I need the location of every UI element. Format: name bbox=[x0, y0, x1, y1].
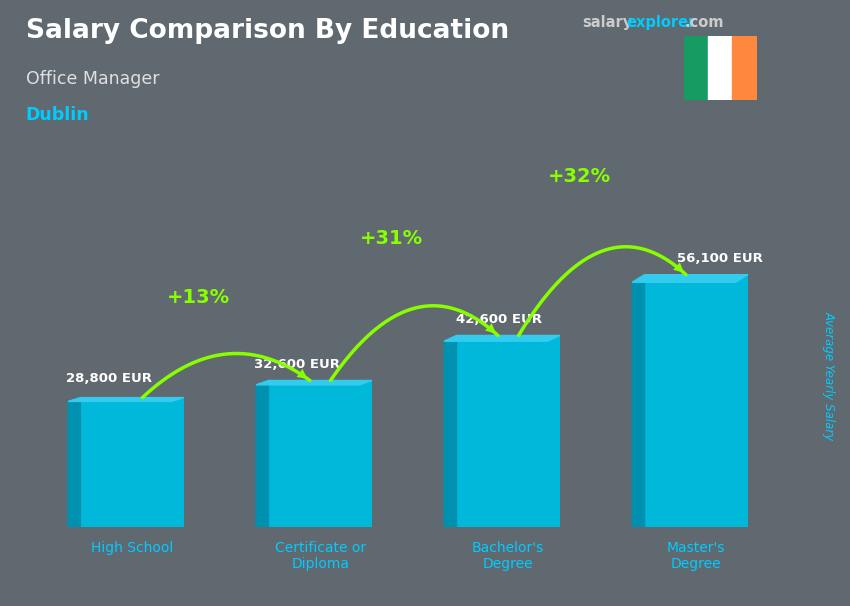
Polygon shape bbox=[444, 336, 456, 527]
Bar bbox=[708, 36, 733, 100]
Polygon shape bbox=[68, 398, 184, 401]
Text: 28,800 EUR: 28,800 EUR bbox=[66, 372, 152, 385]
Text: 32,600 EUR: 32,600 EUR bbox=[254, 358, 340, 371]
Text: +32%: +32% bbox=[548, 167, 611, 186]
Polygon shape bbox=[256, 381, 269, 527]
Polygon shape bbox=[68, 398, 81, 527]
Text: +31%: +31% bbox=[360, 228, 423, 248]
FancyBboxPatch shape bbox=[269, 381, 372, 527]
Text: Salary Comparison By Education: Salary Comparison By Education bbox=[26, 18, 508, 44]
Text: 42,600 EUR: 42,600 EUR bbox=[456, 313, 541, 326]
Text: Office Manager: Office Manager bbox=[26, 70, 159, 88]
Polygon shape bbox=[632, 275, 748, 282]
Text: +13%: +13% bbox=[167, 287, 230, 307]
Text: 56,100 EUR: 56,100 EUR bbox=[677, 252, 763, 265]
Text: salary: salary bbox=[582, 15, 632, 30]
FancyBboxPatch shape bbox=[81, 398, 184, 527]
Polygon shape bbox=[256, 381, 372, 385]
FancyBboxPatch shape bbox=[644, 275, 748, 527]
Polygon shape bbox=[632, 275, 644, 527]
Text: Average Yearly Salary: Average Yearly Salary bbox=[822, 311, 836, 441]
Polygon shape bbox=[444, 336, 560, 341]
Text: Dublin: Dublin bbox=[26, 106, 89, 124]
Bar bbox=[733, 36, 757, 100]
Text: .com: .com bbox=[684, 15, 723, 30]
Bar bbox=[684, 36, 708, 100]
Text: explorer: explorer bbox=[626, 15, 696, 30]
FancyBboxPatch shape bbox=[456, 336, 560, 527]
